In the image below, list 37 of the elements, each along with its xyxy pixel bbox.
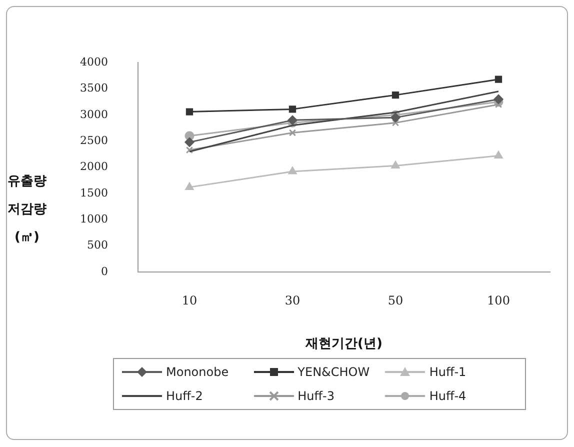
- point: [494, 94, 504, 104]
- point: [186, 108, 194, 116]
- point: [392, 119, 400, 126]
- point: [185, 182, 194, 190]
- y-tick-label: 2000: [80, 160, 108, 174]
- legend-label: YEN&CHOW: [298, 365, 370, 379]
- point: [391, 160, 400, 168]
- point: [288, 115, 298, 125]
- point: [494, 76, 502, 83]
- x-tick-label: 30: [284, 293, 300, 308]
- point: [288, 166, 297, 174]
- y-tick-label: 4000: [80, 55, 108, 68]
- point: [186, 146, 194, 154]
- y-tick-label: 1500: [80, 186, 108, 200]
- y-tick-label: 0: [100, 264, 108, 278]
- legend-label: Mononobe: [166, 365, 229, 379]
- point: [288, 129, 296, 136]
- legend-label: Huff-4: [429, 389, 466, 403]
- point: [392, 91, 400, 99]
- y-axis-title: 유출량 저감량 (㎥): [8, 174, 46, 245]
- x-axis-title: 재현기간(년): [304, 336, 382, 352]
- y-tick-label: 500: [86, 238, 108, 252]
- legend-label: Huff-1: [429, 365, 466, 379]
- point: [494, 151, 503, 159]
- point: [288, 106, 296, 113]
- point: [390, 112, 400, 122]
- y-tick-label: 3500: [80, 82, 108, 95]
- legend-label: Huff-3: [298, 389, 335, 403]
- legend-label: Huff-2: [166, 389, 203, 403]
- point: [184, 137, 194, 147]
- x-tick-label: 100: [487, 293, 510, 308]
- y-tick-label: 1000: [80, 212, 108, 226]
- x-tick-label: 50: [388, 293, 404, 308]
- y-tick-label: 2500: [80, 134, 108, 147]
- y-tick-label: 3000: [80, 108, 108, 121]
- point: [494, 100, 502, 108]
- x-tick-label: 10: [182, 293, 198, 308]
